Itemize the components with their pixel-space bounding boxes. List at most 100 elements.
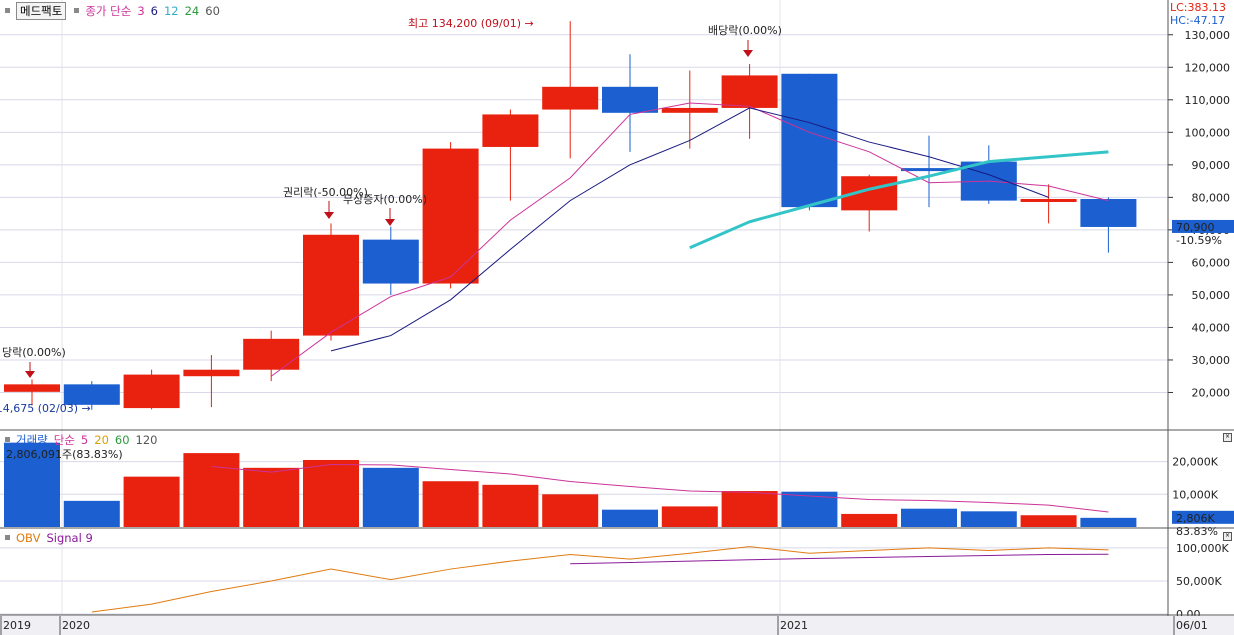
candle-body — [1080, 198, 1137, 227]
volume-bar — [362, 467, 419, 527]
price-axis-label: 80,000 — [1192, 191, 1231, 204]
volume-ma5-line — [211, 464, 1109, 513]
price-axis-label: 50,000 — [1192, 289, 1231, 302]
ma-period-12[interactable]: 12 — [163, 4, 179, 18]
price-tag-value: 70,900 — [1176, 221, 1215, 234]
volume-bar — [63, 500, 120, 527]
ma-legend-label[interactable]: 종가 단순 — [85, 4, 132, 18]
time-axis-label: 2020 — [62, 619, 90, 632]
legend-marker-icon — [5, 535, 10, 540]
obv-label[interactable]: OBV — [16, 531, 41, 545]
price-axis-label: 110,000 — [1185, 94, 1231, 107]
volume-bar — [781, 491, 838, 527]
time-axis-label: 2021 — [780, 619, 808, 632]
candle-body — [542, 86, 599, 110]
axis-area — [1168, 0, 1234, 635]
ma-period-3[interactable]: 3 — [137, 4, 145, 18]
volume-bar — [422, 481, 479, 527]
time-axis-bg — [0, 616, 1234, 635]
annotation-arrowhead — [385, 219, 395, 226]
price-legend: 메드팩토 종가 단순 3 6 12 24 60 — [3, 2, 226, 20]
volume-ma-label[interactable]: 단순 — [53, 433, 75, 447]
annotation-arrowhead — [743, 50, 753, 57]
volume-ma-120[interactable]: 120 — [135, 433, 158, 447]
annotation-arrowhead — [324, 212, 334, 219]
dividend-annotation-left: 당락(0.00%) — [2, 346, 66, 359]
volume-label[interactable]: 거래량 — [16, 433, 48, 447]
volume-bar — [123, 476, 180, 527]
volume-bar — [721, 491, 778, 527]
price-axis-label: 100,000 — [1185, 126, 1231, 139]
volume-bar — [1080, 517, 1137, 527]
candle-body — [661, 107, 718, 113]
price-axis-label: 130,000 — [1185, 29, 1231, 42]
candle-body — [602, 86, 658, 113]
volume-current: 2,806,091주(83.83%) — [6, 448, 123, 461]
obv-signal-label[interactable]: Signal 9 — [46, 531, 93, 545]
stock-name-button[interactable]: 메드팩토 — [16, 2, 67, 20]
volume-tag-value: 2,806K — [1176, 512, 1215, 525]
price-axis-label: 40,000 — [1192, 321, 1231, 334]
price-axis-label: 60,000 — [1192, 256, 1231, 269]
candle-body — [1020, 198, 1077, 202]
high-annotation: 최고 134,200 (09/01) → — [408, 17, 534, 30]
candle-body — [4, 384, 60, 392]
dividend-annotation: 배당락(0.00%) — [708, 24, 782, 37]
volume-ma-20[interactable]: 20 — [94, 433, 109, 447]
close-obv-panel-icon[interactable]: × — [1223, 532, 1232, 541]
lc-label: LC:383.13 — [1170, 1, 1227, 14]
volume-bar — [4, 442, 60, 527]
ma-period-6[interactable]: 6 — [150, 4, 158, 18]
volume-axis-label: 10,000K — [1172, 488, 1218, 501]
ma12-line — [689, 150, 1109, 250]
price-axis-label: 120,000 — [1185, 61, 1231, 74]
legend-marker-icon — [74, 8, 80, 13]
candle-body — [781, 73, 838, 208]
candle-body — [362, 239, 419, 284]
volume-bar — [901, 508, 957, 527]
price-tag-change: -10.59% — [1176, 234, 1222, 247]
annotation-arrowhead — [25, 371, 35, 378]
volume-bar — [542, 494, 599, 527]
volume-legend: 거래량 단순 5 20 60 120 — [3, 432, 163, 448]
volume-bar — [482, 484, 539, 527]
ma6-line — [330, 107, 1049, 352]
volume-tag-pct: 83.83% — [1176, 525, 1218, 538]
volume-axis-label: 20,000K — [1172, 456, 1218, 469]
price-axis-label: 90,000 — [1192, 159, 1231, 172]
volume-bar — [303, 459, 359, 527]
legend-marker-icon — [5, 437, 10, 442]
rights-annotation: 권리락(-50.00%) — [283, 186, 368, 199]
ma-period-60[interactable]: 60 — [205, 4, 220, 18]
volume-ma-5[interactable]: 5 — [80, 433, 89, 447]
price-tag-box — [1172, 219, 1234, 233]
volume-bar — [960, 511, 1017, 527]
obv-signal-line — [570, 553, 1109, 565]
ma3-line — [270, 102, 1109, 377]
obv-axis-label: 100,000K — [1176, 542, 1229, 555]
candle-body — [63, 384, 120, 405]
candle-body — [901, 168, 957, 172]
candle-body — [123, 374, 180, 409]
volume-tag-box — [1172, 510, 1234, 524]
obv-axis-label: 50,000K — [1176, 575, 1222, 588]
obv-legend: OBV Signal 9 — [3, 531, 99, 545]
candle-body — [721, 75, 778, 108]
candle-body — [243, 338, 300, 370]
hc-label: HC:-47.17 — [1170, 14, 1226, 27]
volume-ma-60[interactable]: 60 — [114, 433, 130, 447]
volume-bar — [243, 467, 300, 527]
time-axis-label: 06/01 — [1176, 619, 1208, 632]
price-axis-label: 30,000 — [1192, 354, 1231, 367]
ma-period-24[interactable]: 24 — [184, 4, 200, 18]
volume-bar — [183, 453, 240, 527]
candle-body — [482, 114, 539, 147]
close-volume-panel-icon[interactable]: × — [1223, 433, 1232, 442]
bonus-annotation: 무상증자(0.00%) — [343, 193, 427, 206]
legend-marker-icon — [5, 8, 10, 13]
volume-bar — [602, 509, 658, 527]
volume-bar — [841, 513, 898, 527]
low-annotation: 최저 14,675 (02/03) → — [0, 402, 91, 415]
obv-line — [91, 546, 1109, 613]
